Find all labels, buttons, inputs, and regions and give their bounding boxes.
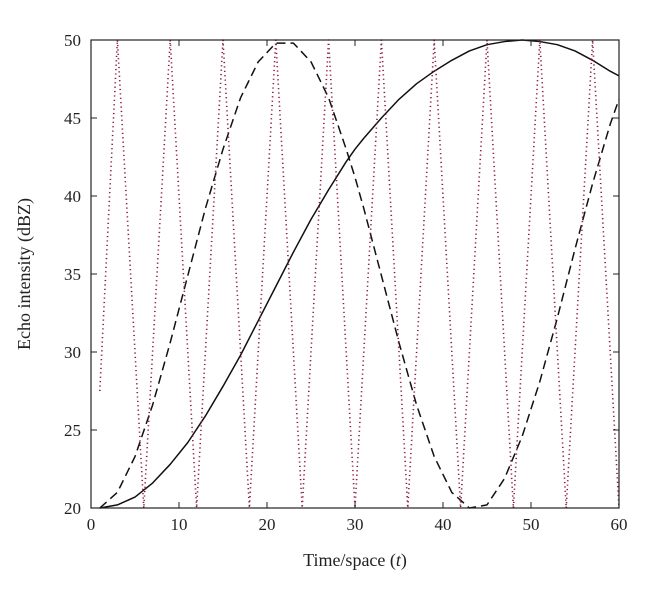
x-axis-paren-open: (: [385, 550, 396, 571]
x-tick-label: 20: [259, 515, 276, 534]
x-tick-label: 10: [171, 515, 188, 534]
series-layer: [99, 39, 620, 509]
x-axis-paren-close: ): [401, 550, 407, 571]
series-line-solid: [99, 39, 620, 509]
series-line-dashed: [99, 42, 620, 509]
y-tick-label: 50: [64, 31, 81, 50]
y-tick-label: 25: [64, 421, 81, 440]
series-line-dotted: [99, 39, 620, 509]
x-axis-variable: t: [396, 550, 402, 570]
x-axis-title: Time/space (t): [303, 550, 407, 571]
y-tick-label: 30: [64, 343, 81, 362]
y-tick-label: 40: [64, 187, 81, 206]
plot-frame: [90, 39, 620, 509]
x-tick-label: 60: [611, 515, 628, 534]
x-tick-label: 0: [87, 515, 96, 534]
y-tick-label: 45: [64, 109, 81, 128]
x-axis-title-text: Time/space: [303, 550, 385, 570]
x-tick-label: 50: [523, 515, 540, 534]
x-tick-label: 30: [347, 515, 364, 534]
y-tick-label: 20: [64, 499, 81, 518]
y-tick-label: 35: [64, 265, 81, 284]
x-tick-label: 40: [435, 515, 452, 534]
y-axis-title: Echo intensity (dBZ): [14, 198, 35, 350]
ticks-layer: 0 10 20 30 40 50 60 20 25 30 35 40 45 50: [64, 31, 628, 534]
